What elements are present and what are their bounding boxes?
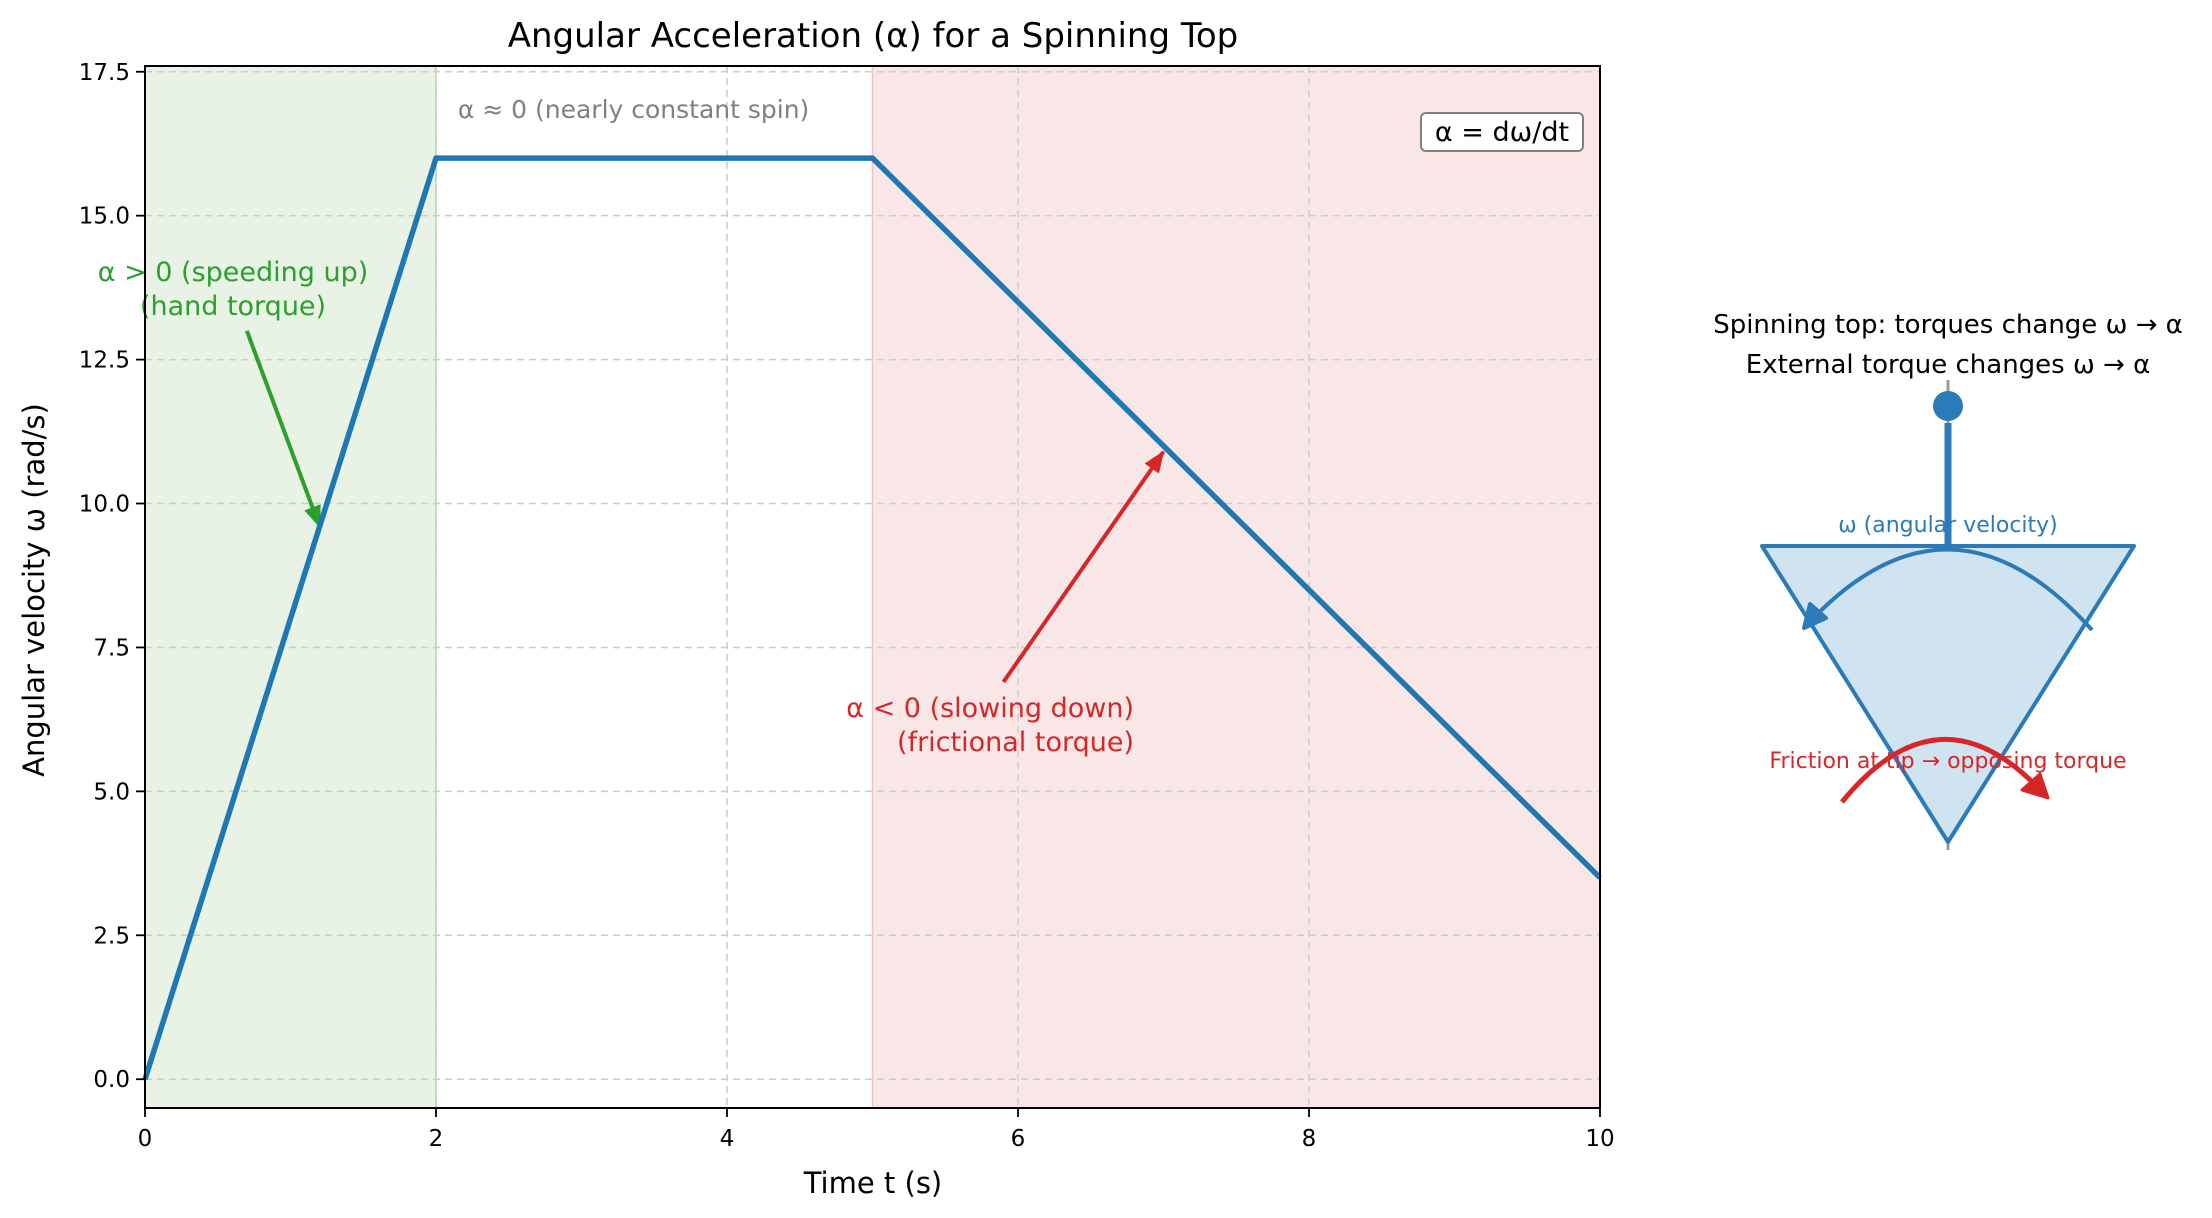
slowdown-annotation-line: α < 0 (slowing down) — [846, 693, 1134, 724]
x-tick-label: 4 — [720, 1126, 735, 1152]
y-tick-label: 5.0 — [93, 779, 130, 805]
y-tick-label: 12.5 — [79, 348, 130, 374]
y-tick-label: 7.5 — [93, 635, 130, 661]
constant-annotation-line: α ≈ 0 (nearly constant spin) — [458, 95, 810, 124]
formula-box-frame — [1420, 112, 1584, 152]
speedup-arrow-head — [304, 504, 321, 528]
slowdown-arrow-head — [1144, 450, 1165, 474]
shaded-regions — [145, 66, 1600, 1108]
friction-label: Friction at tip → opposing torque — [1769, 749, 2126, 774]
top-knob — [1933, 391, 1963, 421]
plot-frame — [144, 65, 1601, 1109]
x-tick-label: 10 — [1585, 1126, 1614, 1152]
x-tick-label: 2 — [429, 1126, 444, 1152]
spinning-top-diagram: Spinning top: torques change ω → α Exter… — [1713, 310, 2183, 850]
region-red — [872, 66, 1600, 1108]
y-tick-label: 10.0 — [79, 492, 130, 518]
top-body — [1760, 544, 2136, 844]
x-axis-label: Time t (s) — [803, 1166, 943, 1200]
omega-arrowhead — [1802, 602, 1828, 630]
x-tick-label: 8 — [1302, 1126, 1317, 1152]
chart-title: Angular Acceleration (α) for a Spinning … — [508, 16, 1239, 56]
slowdown-annotation-line: (frictional torque) — [897, 727, 1134, 758]
y-tick-label: 15.0 — [79, 204, 130, 230]
x-tick-label: 6 — [1011, 1126, 1026, 1152]
region-green — [145, 66, 436, 1108]
speedup-arrow-shaft — [244, 330, 322, 528]
series-layer — [142, 155, 1602, 1081]
y-axis-label: Angular velocity ω (rad/s) — [17, 403, 51, 777]
diagram-title-line2: External torque changes ω → α — [1746, 350, 2150, 380]
grid-lines — [144, 66, 1601, 1108]
y-tick-label: 17.5 — [79, 60, 130, 86]
formula-box: α = dω/dt — [1420, 112, 1584, 152]
x-tick-label: 0 — [138, 1126, 153, 1152]
friction-arc — [1840, 736, 2044, 804]
formula-label: α = dω/dt — [1435, 117, 1569, 148]
series-line-0 — [142, 155, 1602, 1081]
slowdown-arrow-shaft — [1001, 450, 1166, 684]
friction-arrowhead — [2020, 772, 2050, 800]
axis-ticks: 0 2 4 6 8 10 0.0 2.5 5.0 7.5 10.0 12.5 15.0 17.5 — [79, 60, 1615, 1152]
y-tick-label: 0.0 — [93, 1067, 130, 1093]
y-tick-label: 2.5 — [93, 923, 130, 949]
annotation-layer: α > 0 (speeding up)(hand torque) α ≈ 0 (n… — [98, 95, 1166, 758]
speedup-annotation-line: α > 0 (speeding up) — [98, 257, 369, 288]
omega-arc — [1802, 547, 2094, 632]
diagram-title-line1: Spinning top: torques change ω → α — [1713, 310, 2183, 340]
speedup-annotation-line: (hand torque) — [140, 291, 326, 322]
omega-label: ω (angular velocity) — [1838, 513, 2058, 538]
